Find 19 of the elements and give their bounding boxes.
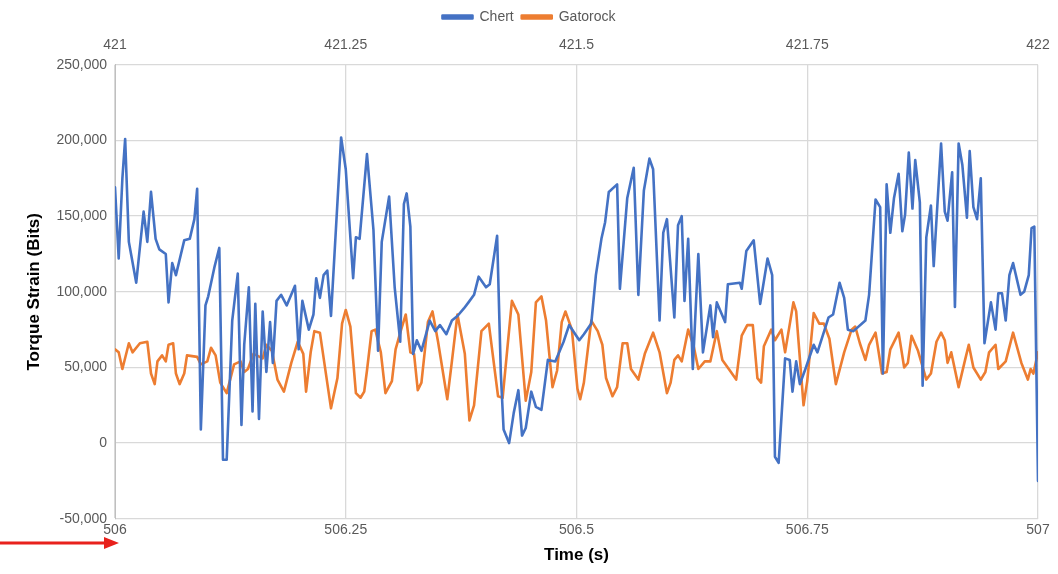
x-tick-label: 506.75 — [785, 521, 829, 538]
y-tick-label: 50,000 — [64, 358, 108, 375]
legend-label: Chert — [479, 7, 514, 24]
y-tick-label: 150,000 — [56, 206, 108, 223]
x-tick-label: 507 — [1026, 521, 1050, 538]
x2-tick-label: 422 — [1026, 36, 1050, 53]
legend-label: Gatorock — [558, 7, 617, 24]
x2-tick-label: 421.5 — [558, 36, 595, 53]
y-tick-label: 100,000 — [56, 282, 108, 299]
y-tick-label: 0 — [99, 433, 108, 450]
x-tick-label: 506.5 — [558, 521, 595, 538]
x-axis-title: Time (s) — [544, 545, 609, 565]
x-tick-label: 506.25 — [324, 521, 368, 538]
y-tick-label: 250,000 — [56, 55, 108, 72]
x2-tick-label: 421.25 — [324, 36, 368, 53]
x2-tick-label: 421.75 — [785, 36, 829, 53]
y-tick-label: 200,000 — [56, 131, 108, 148]
y-axis-title: Torque Strain (Bits) — [23, 213, 43, 371]
x2-tick-label: 421 — [103, 36, 127, 53]
